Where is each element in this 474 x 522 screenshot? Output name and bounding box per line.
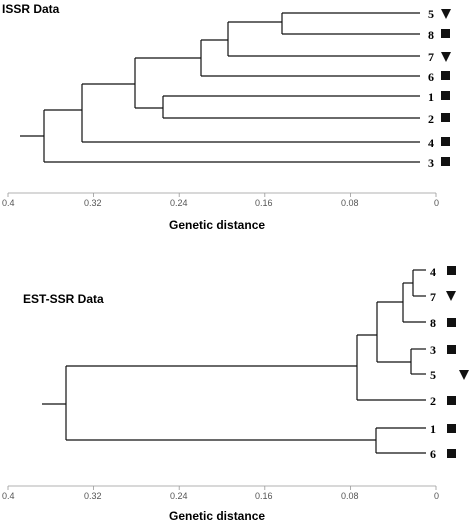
- issr-marker-triangle-icon: [441, 52, 451, 62]
- issr-leaf-markers: [441, 9, 451, 166]
- issr-tree: [20, 12, 420, 163]
- est-ssr-marker-square-icon: [447, 345, 456, 354]
- est-ssr-marker-triangle-icon: [446, 291, 456, 301]
- est-ssr-tick-label: 0.16: [255, 491, 273, 501]
- est-ssr-marker-square-icon: [447, 318, 456, 327]
- issr-tick-label: 0.24: [170, 198, 188, 208]
- issr-leaf-label-2: 8: [428, 28, 434, 42]
- issr-tick-label: 0.16: [255, 198, 273, 208]
- est-ssr-tick-label: 0.4: [2, 491, 15, 501]
- est-ssr-leaf-label-7: 1: [430, 422, 436, 436]
- est-ssr-leaf-label-1: 4: [430, 265, 436, 279]
- issr-axis-title: Genetic distance: [169, 218, 265, 232]
- est-ssr-marker-square-icon: [447, 424, 456, 433]
- est-ssr-marker-square-icon: [447, 449, 456, 458]
- est-ssr-axis-title: Genetic distance: [169, 509, 265, 522]
- issr-leaf-label-8: 3: [428, 156, 434, 170]
- est-ssr-axis: 0.4 0.32 0.24 0.16 0.08 0 Genetic distan…: [2, 485, 439, 522]
- issr-leaf-label-5: 1: [428, 90, 434, 104]
- est-ssr-marker-square-icon: [447, 396, 456, 405]
- issr-marker-square-icon: [441, 71, 450, 80]
- issr-tick-label: 0.32: [84, 198, 102, 208]
- est-ssr-marker-square-icon: [447, 266, 456, 275]
- issr-leaf-label-1: 5: [428, 7, 434, 21]
- issr-tick-label: 0.4: [2, 198, 15, 208]
- est-ssr-panel: EST-SSR Data 4 7: [2, 265, 469, 522]
- issr-marker-square-icon: [441, 91, 450, 100]
- issr-panel: ISSR Data 5 8: [2, 2, 451, 232]
- est-ssr-tick-label: 0.32: [84, 491, 102, 501]
- issr-marker-square-icon: [441, 157, 450, 166]
- est-ssr-tree: [42, 269, 426, 454]
- est-ssr-leaf-label-3: 8: [430, 316, 436, 330]
- issr-leaf-label-3: 7: [428, 50, 434, 64]
- est-ssr-leaf-label-5: 5: [430, 368, 436, 382]
- issr-marker-triangle-icon: [441, 9, 451, 19]
- issr-leaf-label-4: 6: [428, 70, 434, 84]
- est-ssr-tick-label: 0: [434, 491, 439, 501]
- est-ssr-leaf-label-4: 3: [430, 343, 436, 357]
- issr-marker-square-icon: [441, 113, 450, 122]
- issr-panel-title: ISSR Data: [2, 2, 60, 16]
- est-ssr-marker-triangle-icon: [459, 370, 469, 380]
- est-ssr-tick-label: 0.08: [341, 491, 359, 501]
- est-ssr-tick-label: 0.24: [170, 491, 188, 501]
- issr-marker-square-icon: [441, 137, 450, 146]
- est-ssr-leaf-label-6: 2: [430, 394, 436, 408]
- est-ssr-leaf-label-2: 7: [430, 290, 436, 304]
- issr-axis: 0.4 0.32 0.24 0.16 0.08 0 Genetic distan…: [2, 192, 439, 232]
- est-ssr-leaf-label-8: 6: [430, 447, 436, 461]
- est-ssr-leaf-labels: 4 7 8 3 5 2 1 6: [430, 265, 436, 461]
- issr-leaf-label-7: 4: [428, 136, 434, 150]
- issr-marker-square-icon: [441, 29, 450, 38]
- issr-leaf-label-6: 2: [428, 112, 434, 126]
- issr-tick-label: 0: [434, 198, 439, 208]
- issr-leaf-labels: 5 8 7 6 1 2 4 3: [428, 7, 434, 170]
- est-ssr-panel-title: EST-SSR Data: [23, 292, 104, 306]
- issr-tick-label: 0.08: [341, 198, 359, 208]
- est-ssr-leaf-markers: [446, 266, 469, 458]
